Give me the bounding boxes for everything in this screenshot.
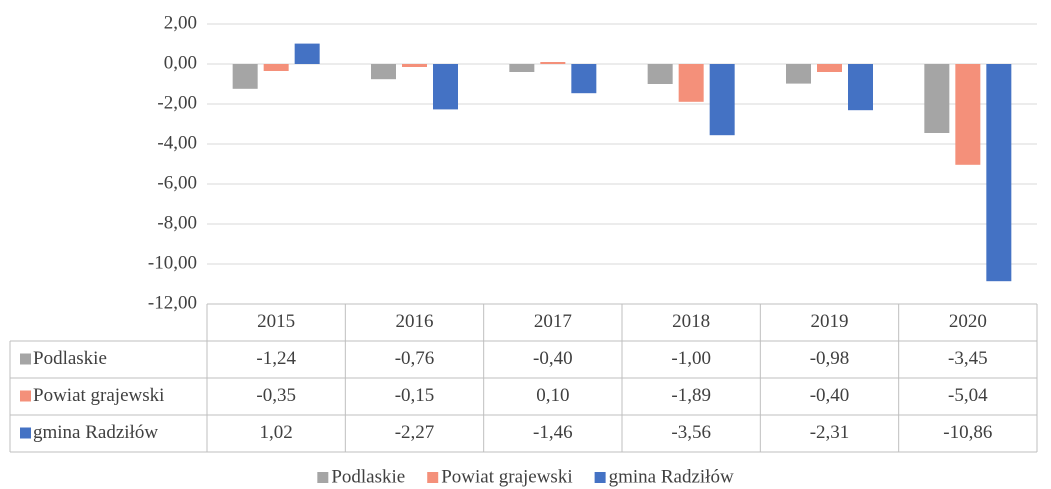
bar: [263, 64, 289, 71]
x-tick-label: 2015: [257, 311, 295, 332]
data-label: -1,46: [533, 422, 573, 443]
x-tick-label: 2018: [672, 311, 710, 332]
bar: [540, 62, 566, 64]
legend-key: [317, 472, 329, 483]
table-key: [20, 353, 31, 365]
data-label: -1,24: [256, 348, 296, 369]
data-label: -2,31: [810, 422, 850, 443]
data-label: -0,40: [533, 348, 573, 369]
bar: [709, 64, 735, 136]
bar: [509, 64, 535, 72]
data-label: -5,04: [948, 385, 988, 406]
y-tick-label: -2,00: [157, 92, 197, 113]
y-tick-label: -12,00: [148, 292, 197, 313]
table-row-label: Podlaskie: [33, 348, 107, 369]
bar: [371, 64, 396, 80]
bar: [786, 64, 811, 84]
bar: [402, 64, 427, 67]
bar: [678, 64, 704, 102]
data-label: -1,89: [671, 385, 711, 406]
bar: [232, 64, 258, 89]
bar: [986, 64, 1012, 282]
data-label: -1,00: [671, 348, 711, 369]
data-label: -0,35: [256, 385, 296, 406]
data-label: -3,45: [948, 348, 988, 369]
data-label: -0,98: [810, 348, 850, 369]
data-label: -3,56: [671, 422, 711, 443]
legend-label: gmina Radziłów: [609, 466, 734, 487]
y-tick-label: 2,00: [164, 12, 197, 33]
table-row-label: Powiat grajewski: [33, 385, 164, 406]
y-tick-label: 0,00: [164, 52, 197, 73]
data-label: -10,86: [943, 422, 992, 443]
bar: [647, 64, 673, 84]
legend-label: Powiat grajewski: [441, 466, 572, 487]
legend: Podlaskie Powiat grajewski gmina Radziłów: [317, 466, 734, 487]
y-tick-label: -6,00: [157, 172, 197, 193]
data-label: -2,27: [395, 422, 435, 443]
data-label: -0,15: [395, 385, 435, 406]
bar: [955, 64, 981, 165]
data-label: -0,40: [810, 385, 850, 406]
x-tick-label: 2016: [396, 311, 434, 332]
table-key: [20, 427, 31, 439]
data-label: -0,76: [395, 348, 435, 369]
bar: [433, 64, 458, 110]
legend-key: [594, 472, 606, 483]
y-tick-label: -4,00: [157, 132, 197, 153]
y-tick-label: -10,00: [148, 252, 197, 273]
x-tick-label: 2020: [949, 311, 987, 332]
x-tick-label: 2019: [811, 311, 849, 332]
data-label: 0,10: [536, 385, 569, 406]
y-tick-label: -8,00: [157, 212, 197, 233]
bar: [294, 43, 320, 64]
legend-key: [427, 472, 439, 483]
bar: [848, 64, 873, 111]
bar: [924, 64, 950, 133]
table-row-label: gmina Radziłów: [33, 422, 158, 443]
legend-label: Podlaskie: [331, 466, 405, 487]
bar: [571, 64, 597, 94]
bar: [817, 64, 842, 72]
x-tick-label: 2017: [534, 311, 572, 332]
table-key: [20, 390, 31, 402]
data-label: 1,02: [260, 422, 293, 443]
